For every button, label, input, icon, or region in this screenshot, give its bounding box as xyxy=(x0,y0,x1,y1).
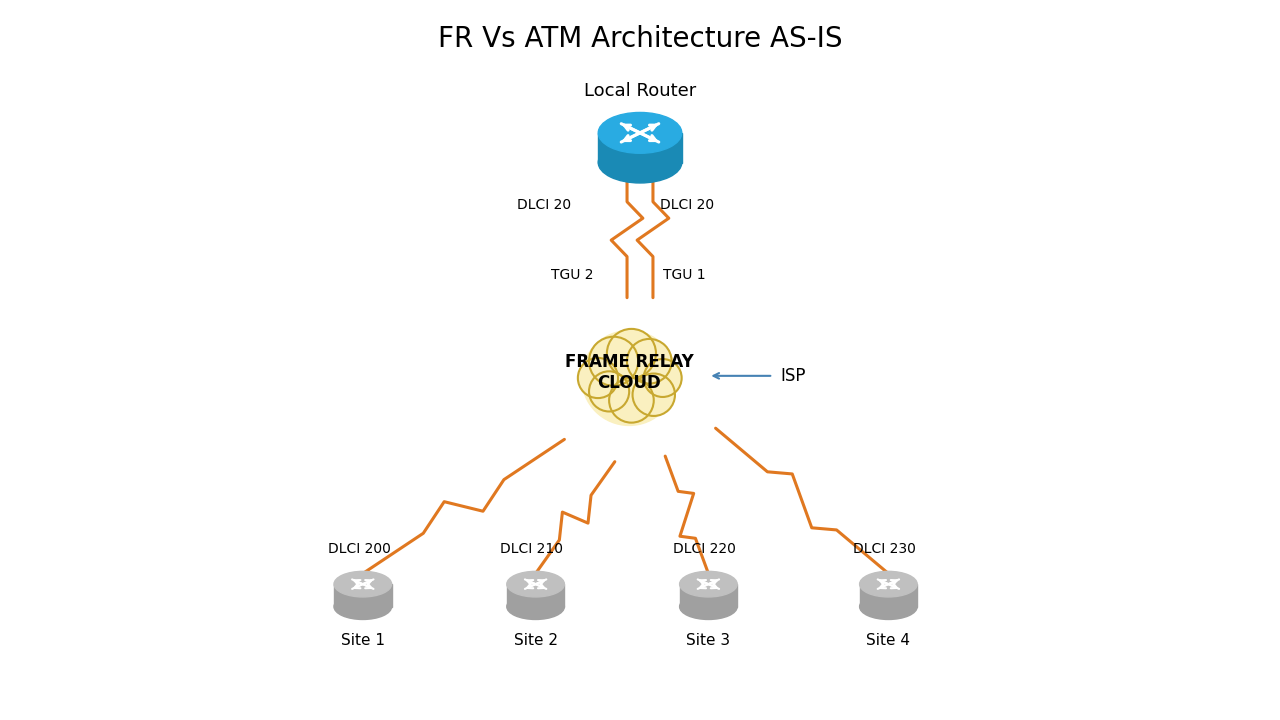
Text: DLCI 230: DLCI 230 xyxy=(854,541,916,556)
Ellipse shape xyxy=(589,337,639,386)
Text: Site 4: Site 4 xyxy=(867,633,910,648)
Ellipse shape xyxy=(860,594,918,619)
Text: TGU 1: TGU 1 xyxy=(663,268,705,282)
Polygon shape xyxy=(598,133,682,163)
Ellipse shape xyxy=(680,594,737,619)
Polygon shape xyxy=(860,584,918,607)
Text: Site 2: Site 2 xyxy=(513,633,558,648)
Ellipse shape xyxy=(598,112,682,153)
Polygon shape xyxy=(507,584,564,607)
Ellipse shape xyxy=(632,374,675,416)
Text: ISP: ISP xyxy=(781,367,806,384)
Text: Site 1: Site 1 xyxy=(340,633,385,648)
Ellipse shape xyxy=(582,330,677,426)
Ellipse shape xyxy=(507,572,564,597)
Ellipse shape xyxy=(577,358,618,398)
Ellipse shape xyxy=(334,572,392,597)
Polygon shape xyxy=(680,584,737,607)
Text: DLCI 210: DLCI 210 xyxy=(500,541,563,556)
Text: DLCI 220: DLCI 220 xyxy=(673,541,736,556)
Text: Site 3: Site 3 xyxy=(686,633,731,648)
Text: FR Vs ATM Architecture AS-IS: FR Vs ATM Architecture AS-IS xyxy=(438,25,842,53)
Ellipse shape xyxy=(644,359,682,397)
Text: DLCI 200: DLCI 200 xyxy=(328,541,390,556)
Ellipse shape xyxy=(598,142,682,183)
Ellipse shape xyxy=(507,594,564,619)
Text: DLCI 20: DLCI 20 xyxy=(660,198,714,212)
Text: Local Router: Local Router xyxy=(584,82,696,100)
Polygon shape xyxy=(334,584,392,607)
Ellipse shape xyxy=(627,339,672,384)
Text: TGU 2: TGU 2 xyxy=(550,268,593,282)
Ellipse shape xyxy=(334,594,392,619)
Text: FRAME RELAY
CLOUD: FRAME RELAY CLOUD xyxy=(564,353,694,392)
Ellipse shape xyxy=(609,378,654,423)
Text: DLCI 20: DLCI 20 xyxy=(517,198,572,212)
Ellipse shape xyxy=(680,572,737,597)
Ellipse shape xyxy=(607,329,655,378)
Ellipse shape xyxy=(860,572,918,597)
Ellipse shape xyxy=(589,372,630,412)
